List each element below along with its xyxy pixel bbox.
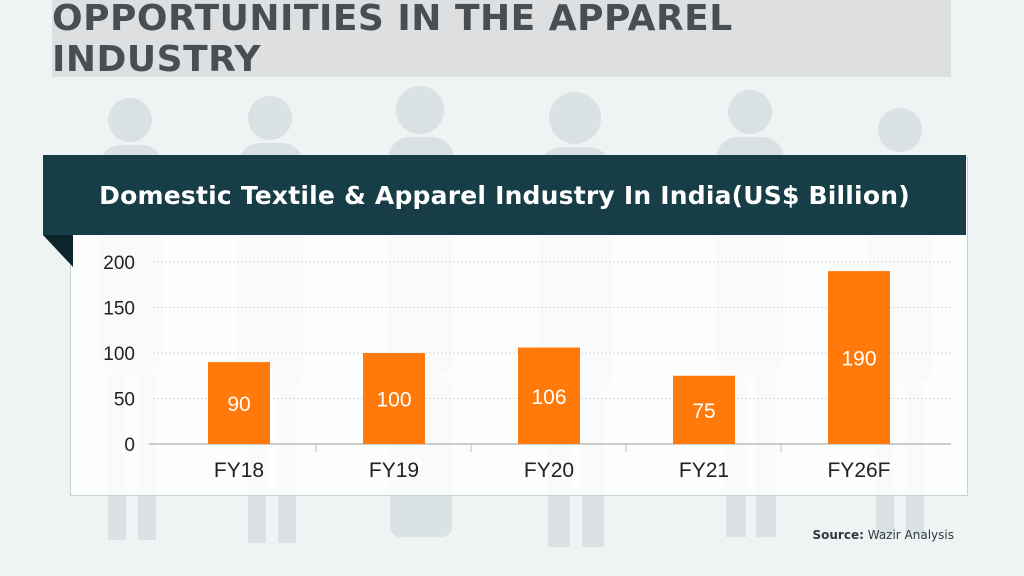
x-category-label: FY26F [827, 459, 890, 482]
bar [518, 347, 580, 444]
title-band: OPPORTUNITIES IN THE APPAREL INDUSTRY [52, 0, 951, 80]
bar [828, 271, 890, 444]
bar [208, 362, 270, 444]
bar-chart: 0 50 100 150 200 90 FY18 100 FY19 106 FY20 75 FY21 19… [103, 253, 951, 482]
y-tick-label: 150 [103, 299, 135, 320]
x-category-label: FY18 [214, 459, 264, 482]
y-tick-label: 100 [103, 344, 135, 365]
source-label: Source: [812, 528, 864, 542]
bar-value-label: 90 [227, 393, 250, 416]
x-category-label: FY19 [369, 459, 419, 482]
bar-value-label: 100 [376, 389, 411, 412]
bar-value-label: 75 [692, 400, 715, 423]
chart-title-banner [43, 155, 966, 235]
x-category-label: FY21 [679, 459, 729, 482]
y-tick-label: 200 [103, 253, 135, 274]
banner-fold [43, 235, 73, 267]
y-tick-label: 0 [124, 435, 135, 456]
x-category-label: FY20 [524, 459, 574, 482]
bar-value-label: 190 [841, 348, 876, 371]
bar [673, 375, 735, 444]
chart-title: Domestic Textile & Apparel Industry In I… [99, 180, 910, 210]
bar [363, 353, 425, 444]
page-title: OPPORTUNITIES IN THE APPAREL INDUSTRY [52, 0, 733, 80]
bar-value-label: 106 [531, 386, 566, 409]
source-text: Wazir Analysis [867, 528, 954, 542]
source-note: Source: Wazir Analysis [812, 528, 954, 542]
y-tick-label: 50 [114, 390, 135, 411]
